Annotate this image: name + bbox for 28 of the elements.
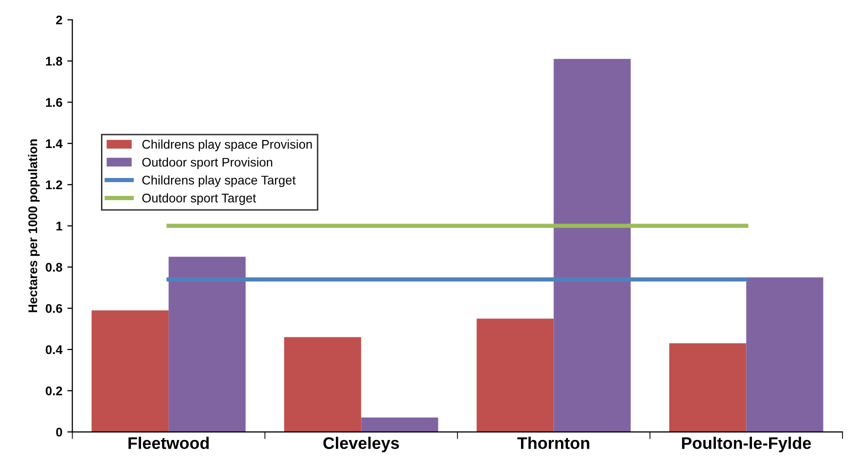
legend-label: Childrens play space Provision (142, 140, 312, 152)
x-tick-label: Fleetwood (128, 436, 209, 450)
bar (669, 343, 746, 432)
bar (92, 310, 169, 432)
x-tick-label: Thornton (517, 436, 590, 450)
y-tick-label: 0.6 (46, 304, 62, 313)
y-tick-label: 2 (56, 16, 62, 24)
x-tick-label: Cleveleys (323, 436, 399, 452)
y-tick-label: 1 (56, 222, 62, 230)
y-tick-label: 1.6 (46, 98, 62, 107)
y-tick-label: 0 (56, 428, 62, 437)
y-tick-label: 0.8 (46, 262, 62, 272)
legend-label: Outdoor sport Target (142, 193, 256, 205)
bar (476, 318, 554, 432)
bar (168, 256, 246, 432)
legend-label: Childrens play space Target (142, 175, 296, 188)
bar (284, 337, 362, 432)
y-tick-label: 1.2 (46, 180, 62, 190)
bar (554, 58, 631, 432)
bar (361, 417, 438, 432)
legend-label: Outdoor sport Provision (142, 157, 272, 170)
y-tick-label: 1.4 (46, 139, 63, 148)
bar (746, 277, 824, 432)
y-tick-label: 1.8 (46, 56, 62, 66)
x-tick-label: Poulton-le-Fylde (682, 436, 811, 452)
y-tick-label: 0.2 (46, 386, 62, 396)
y-tick-label: 0.4 (46, 345, 63, 354)
y-axis-title: Hectares per 1000 population (28, 139, 40, 312)
